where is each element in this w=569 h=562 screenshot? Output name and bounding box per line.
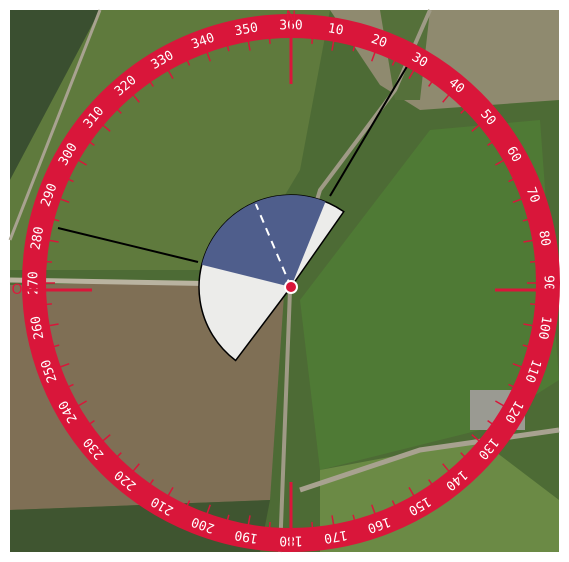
tick bbox=[312, 38, 313, 44]
tick bbox=[46, 304, 52, 305]
tick bbox=[270, 522, 271, 528]
tick bbox=[46, 262, 52, 263]
tick bbox=[530, 304, 536, 305]
degree-label: 80 bbox=[535, 229, 552, 247]
page: 3601020304050607080901001101201301401501… bbox=[0, 0, 569, 562]
north-label: N bbox=[286, 9, 296, 25]
tick bbox=[312, 522, 313, 528]
map-view: 3601020304050607080901001101201301401501… bbox=[0, 0, 569, 562]
degree-label: 90 bbox=[541, 275, 556, 291]
center-point bbox=[285, 281, 297, 293]
degree-label: 10 bbox=[327, 21, 345, 38]
west-label: O bbox=[11, 282, 22, 298]
tick bbox=[270, 38, 271, 44]
tick bbox=[530, 262, 536, 263]
